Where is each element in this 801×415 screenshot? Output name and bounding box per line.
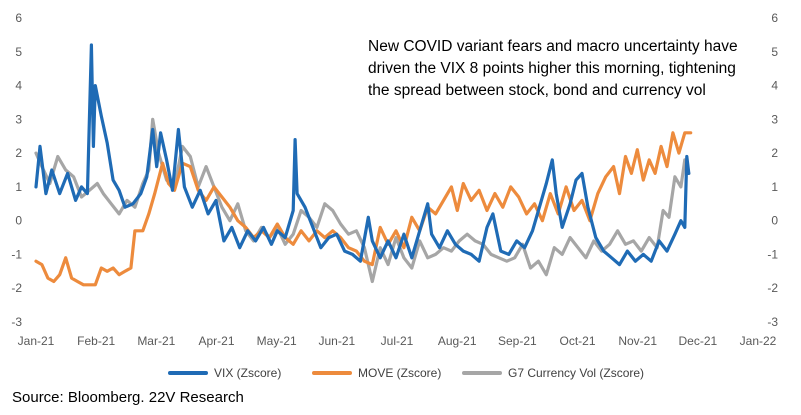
y-tick-label-right: -3 bbox=[767, 315, 778, 329]
legend-item-g7: G7 Currency Vol (Zscore) bbox=[462, 366, 644, 380]
y-tick-label-left: 3 bbox=[15, 112, 22, 126]
legend: VIX (Zscore) MOVE (Zscore) G7 Currency V… bbox=[0, 366, 801, 384]
y-tick-label-left: -2 bbox=[11, 281, 22, 295]
x-tick-label: Sep-21 bbox=[498, 334, 537, 348]
x-tick-label: Feb-21 bbox=[77, 334, 115, 348]
y-tick-label-right: 5 bbox=[771, 45, 778, 59]
legend-label-g7: G7 Currency Vol (Zscore) bbox=[508, 366, 645, 380]
y-tick-label-right: 1 bbox=[771, 180, 778, 194]
legend-label-move: MOVE (Zscore) bbox=[358, 366, 442, 380]
y-tick-label-left: 1 bbox=[15, 180, 22, 194]
x-tick-label: May-21 bbox=[257, 334, 297, 348]
y-tick-label-right: 2 bbox=[771, 146, 778, 160]
x-tick-label: Jan-22 bbox=[740, 334, 777, 348]
y-tick-label-left: -1 bbox=[11, 247, 22, 261]
source-note: Source: Bloomberg. 22V Research bbox=[12, 389, 244, 406]
y-tick-label-right: -1 bbox=[767, 247, 778, 261]
y-tick-label-left: 6 bbox=[15, 11, 22, 25]
y-tick-label-left: 5 bbox=[15, 45, 22, 59]
y-axis-left: -3 -2 -1 0 1 2 3 4 5 6 bbox=[11, 11, 22, 329]
legend-item-move: MOVE (Zscore) bbox=[312, 366, 441, 380]
x-tick-label: Apr-21 bbox=[198, 334, 234, 348]
y-tick-label-right: 3 bbox=[771, 112, 778, 126]
x-tick-label: Jun-21 bbox=[318, 334, 355, 348]
x-tick-label: Jul-21 bbox=[381, 334, 414, 348]
legend-swatch-move bbox=[312, 371, 352, 375]
x-tick-label: Mar-21 bbox=[137, 334, 175, 348]
x-tick-label: Oct-21 bbox=[559, 334, 595, 348]
y-tick-label-right: 4 bbox=[771, 79, 778, 93]
y-tick-label-left: 2 bbox=[15, 146, 22, 160]
y-tick-label-right: 6 bbox=[771, 11, 778, 25]
x-tick-label: Nov-21 bbox=[618, 334, 657, 348]
legend-swatch-g7 bbox=[462, 371, 502, 375]
y-tick-label-right: -2 bbox=[767, 281, 778, 295]
y-tick-label-left: 0 bbox=[15, 214, 22, 228]
x-axis: Jan-21 Feb-21 Mar-21 Apr-21 May-21 Jun-21 Jul-… bbox=[18, 334, 777, 348]
legend-label-vix: VIX (Zscore) bbox=[214, 366, 282, 380]
x-tick-label: Aug-21 bbox=[438, 334, 477, 348]
x-tick-label: Jan-21 bbox=[18, 334, 55, 348]
x-tick-label: Dec-21 bbox=[678, 334, 717, 348]
series-line-0 bbox=[34, 43, 691, 267]
chart-annotation: New COVID variant fears and macro uncert… bbox=[368, 38, 738, 99]
series-line-1 bbox=[34, 131, 693, 287]
y-tick-label-left: -3 bbox=[11, 315, 22, 329]
y-tick-label-right: 0 bbox=[771, 214, 778, 228]
legend-swatch-vix bbox=[168, 371, 208, 375]
legend-item-vix: VIX (Zscore) bbox=[168, 366, 281, 380]
y-tick-label-left: 4 bbox=[15, 79, 22, 93]
series-lines bbox=[34, 43, 693, 287]
y-axis-right: -3 -2 -1 0 1 2 3 4 5 6 bbox=[767, 11, 778, 329]
